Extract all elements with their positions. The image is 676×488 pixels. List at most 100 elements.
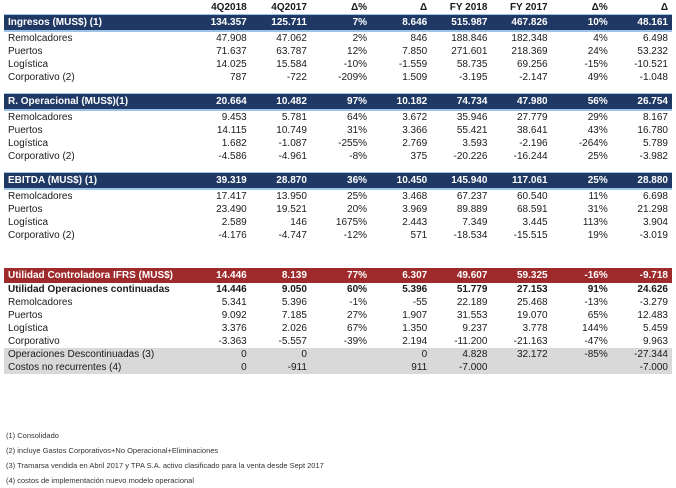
cell-value: 14.446 (216, 284, 247, 295)
cell-value: 47.980 (491, 93, 552, 111)
cell-value: 65% (587, 310, 608, 321)
cell-value: 113% (582, 217, 608, 228)
cell-value: 35.946 (456, 112, 488, 123)
cell-value: Δ (660, 1, 668, 13)
table-row: Remolcadores 47.908 47.062 2% 846 188.846 182.… (4, 31, 672, 45)
cell-value: 32.172 (491, 348, 552, 361)
cell-value: 3.778 (522, 323, 548, 334)
results-table: 4Q2018 4Q2017 Δ% Δ FY 2018 FY 2017 Δ% Δ Ingresos… (4, 0, 672, 374)
table-row: Corporativo -3.363 -5.557 -39% 2.194 -11.200 -… (4, 335, 672, 348)
cell-value: 68.591 (516, 204, 548, 215)
cell-value: 5.396 (281, 297, 307, 308)
cell-value: -5.557 (278, 336, 307, 347)
cell-value: 271.601 (451, 46, 488, 57)
cell-value: 43% (587, 125, 608, 136)
cell-value: 77% (310, 268, 372, 283)
cell-value: -264% (578, 138, 608, 149)
row-label: Logística (8, 323, 49, 334)
cell-value: 3.672 (402, 112, 428, 123)
row-label: Puertos (8, 310, 43, 321)
cell-value: 10.450 (371, 172, 432, 190)
cell-value: 1.509 (402, 72, 428, 83)
row-label: Ingresos (MUS$) (1) (4, 14, 191, 32)
cell-value: -1.087 (278, 138, 307, 149)
cell-value: 4Q2018 (211, 1, 247, 13)
footnote: (3) Tramarsa vendida en Abril 2017 y TPA… (6, 461, 324, 470)
table-row: Corporativo (2) -4.586 -4.961 -8% 375 -20.226… (4, 150, 672, 163)
spacer-row (4, 163, 672, 173)
cell-value: -21.163 (513, 336, 548, 347)
cell-value: -85% (551, 348, 612, 361)
cell-value: 7.349 (462, 217, 488, 228)
cell-value: 38.641 (516, 125, 548, 136)
cell-value: 19.070 (516, 310, 548, 321)
cell-value: FY 2017 (509, 1, 548, 13)
cell-value: 182.348 (511, 33, 548, 44)
cell-value: 5.459 (642, 323, 668, 334)
cell-value: -39% (343, 336, 368, 347)
cell-value: FY 2018 (449, 1, 488, 13)
cell-value: -16% (551, 268, 612, 283)
cell-value: 47.062 (276, 33, 307, 44)
row-label: Remolcadores (8, 33, 73, 44)
cell-value: 5.341 (221, 297, 247, 308)
operaciones-descontinuadas-row: Operaciones Descontinuadas (3) 0 0 0 4.828 32… (4, 348, 672, 361)
table-row: Puertos 9.092 7.185 27% 1.907 31.553 19.070 65%… (4, 309, 672, 322)
cell-value: 56% (551, 93, 612, 111)
section-title-ingresos: Ingresos (MUS$) (1) 134.357 125.711 7% 8.646… (4, 14, 672, 32)
cell-value: 9.963 (642, 336, 668, 347)
cell-value: 49% (587, 72, 608, 83)
table-row: Remolcadores 5.341 5.396 -1% -55 22.189 25.468… (4, 296, 672, 309)
cell-value: -55 (412, 297, 428, 308)
cell-value: 144% (582, 323, 608, 334)
row-label: Corporativo (8, 336, 60, 347)
cell-value: 31.553 (456, 310, 488, 321)
table-row: Puertos 14.115 10.749 31% 3.366 55.421 38.641 4… (4, 124, 672, 137)
footnote: (2) incluye Gastos Corporativos+No Opera… (6, 446, 219, 455)
table-row: Puertos 71.637 63.787 12% 7.850 271.601 218.36… (4, 45, 672, 58)
row-label (4, 0, 191, 15)
cell-value: 188.846 (451, 33, 488, 44)
cell-value: 28.870 (250, 172, 311, 190)
cell-value (551, 361, 612, 374)
cell-value: 571 (410, 230, 428, 241)
cell-value: 26.754 (611, 93, 672, 111)
cell-value: 7.850 (402, 46, 428, 57)
cell-value: 71.637 (216, 46, 247, 57)
cell-value: 4% (593, 33, 608, 44)
cell-value: -3.279 (639, 297, 668, 308)
table-row: Corporativo (2) 787 -722 -209% 1.509 -3.195 -2… (4, 71, 672, 84)
cell-value: 58.735 (456, 59, 488, 70)
cell-value: 28.880 (611, 172, 672, 190)
cell-value: -911 (250, 361, 311, 374)
cell-value: 8.167 (642, 112, 668, 123)
cell-value: -27.344 (611, 348, 672, 361)
cell-value: 53.232 (637, 46, 668, 57)
cell-value: 31% (587, 204, 608, 215)
row-label: Logística (8, 59, 49, 70)
cell-value: -13% (584, 297, 608, 308)
cell-value: -10.521 (634, 59, 668, 70)
table-row: Logística 2.589 146 1675% 2.443 7.349 3.445 113… (4, 216, 672, 229)
row-label: Utilidad Controladora IFRS (MUS$) (4, 268, 191, 283)
cell-value: 846 (410, 33, 428, 44)
cell-value: 15.584 (276, 59, 307, 70)
cell-value: 2.026 (281, 323, 307, 334)
cell-value: 515.987 (431, 14, 492, 32)
cell-value: 17.417 (216, 191, 247, 202)
table-row: Corporativo (2) -4.176 -4.747 -12% 571 -18.53… (4, 229, 672, 242)
cell-value: 2% (352, 33, 368, 44)
cell-value: 9.050 (281, 284, 307, 295)
footnote: (4) costos de implementación nuevo model… (6, 476, 195, 485)
cell-value: 91% (587, 284, 608, 295)
row-label: Logística (8, 217, 49, 228)
cell-value: 911 (371, 361, 432, 374)
cell-value: Δ (420, 1, 428, 13)
cell-value: 467.826 (491, 14, 552, 32)
cell-value: 12% (347, 46, 368, 57)
cell-value: 6.698 (642, 191, 668, 202)
cell-value: 19% (587, 230, 608, 241)
cell-value: 29% (587, 112, 608, 123)
cell-value: -15.515 (513, 230, 548, 241)
cell-value: -11.200 (454, 336, 488, 347)
